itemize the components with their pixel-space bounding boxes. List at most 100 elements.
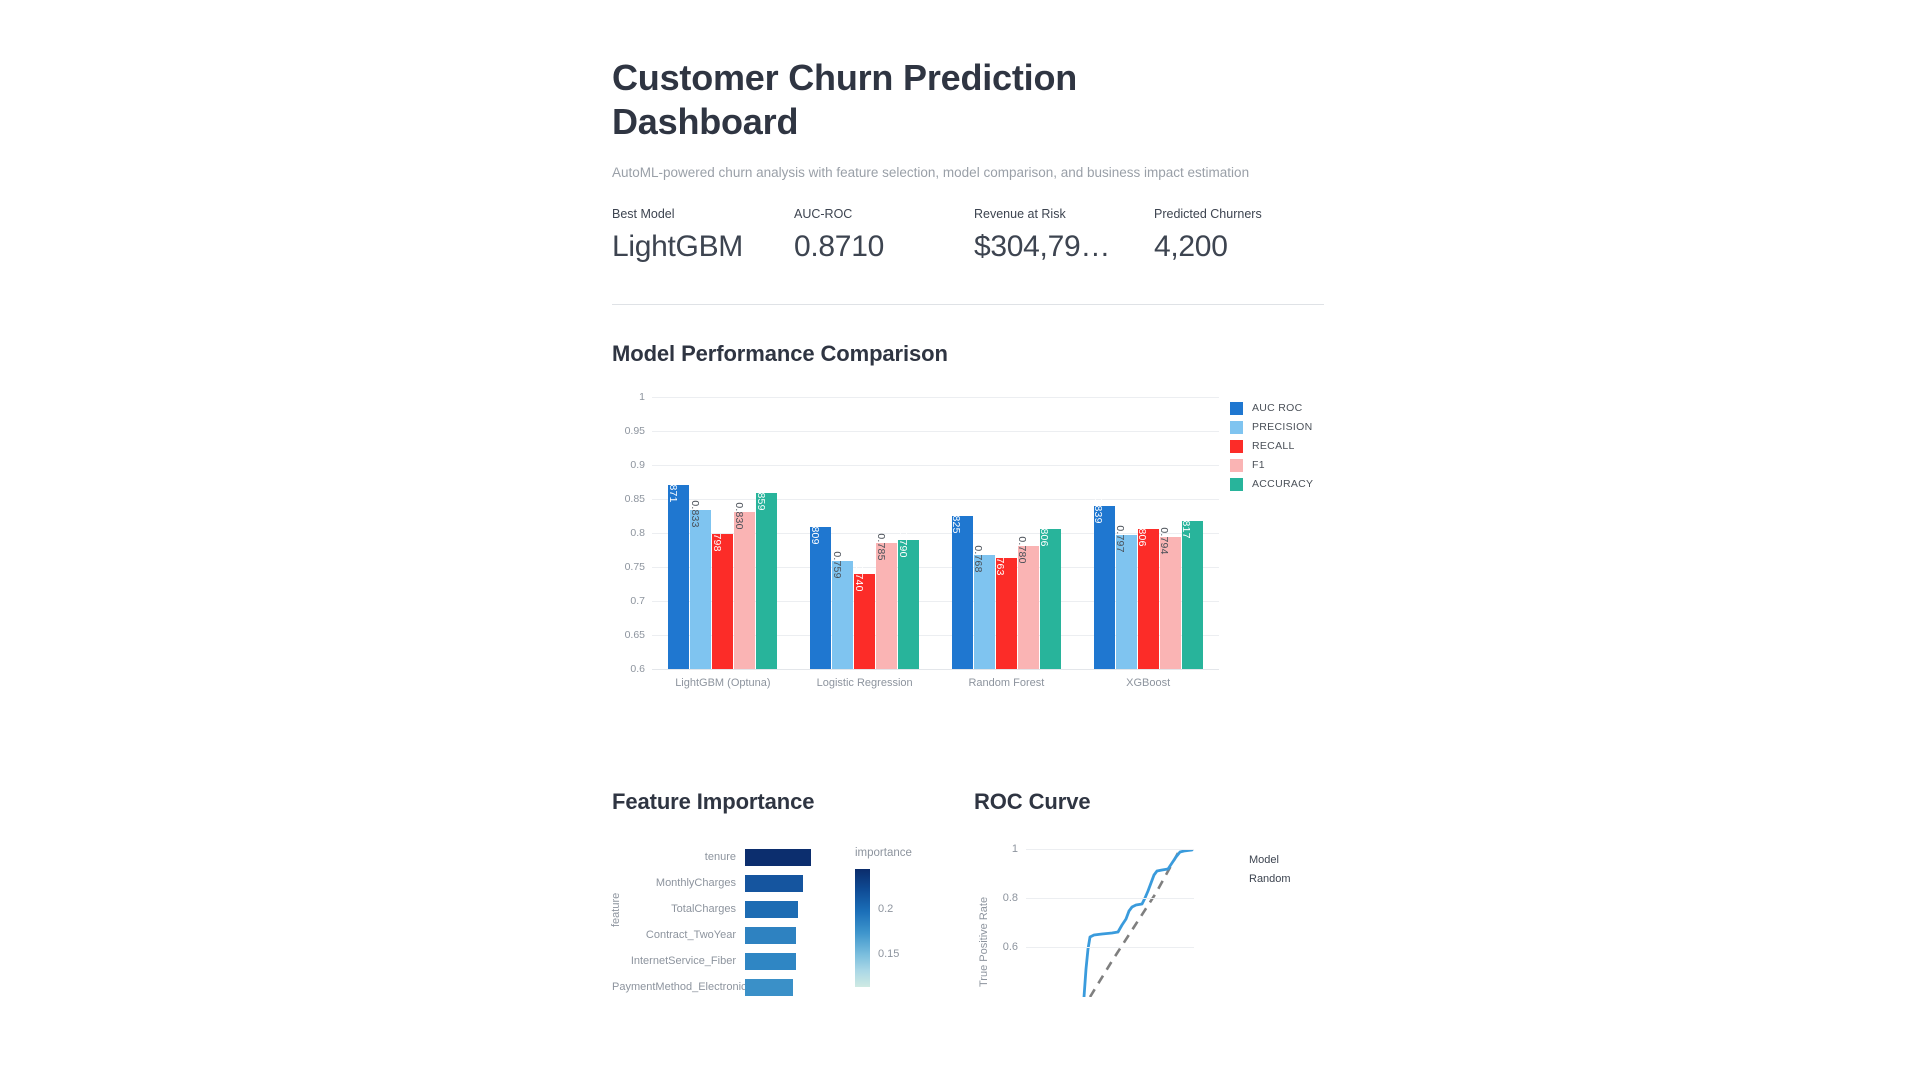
bar-value-label: 0.833 xyxy=(688,500,701,529)
roc-legend-item-random: Random xyxy=(1206,870,1291,889)
feature-importance-bar[interactable] xyxy=(745,848,811,866)
bar-x-tick: Random Forest xyxy=(968,676,1045,689)
bar-gridline xyxy=(652,634,1219,636)
bar[interactable]: 0.817 xyxy=(1180,512,1203,669)
metrics-row: Best Model LightGBM AUC-ROC 0.8710 Reven… xyxy=(612,180,1324,264)
roc-legend-label: Model xyxy=(1249,854,1279,867)
bar[interactable]: 0.785 xyxy=(875,533,898,669)
bar-gridline xyxy=(652,566,1219,568)
feature-importance-label: PaymentMethod_Electronic xyxy=(612,981,745,994)
page-title: Customer Churn Prediction Dashboard xyxy=(612,57,1078,142)
bar-gridline xyxy=(652,498,1219,500)
bar-y-tick: 0.75 xyxy=(624,560,645,573)
metric-value: 4,200 xyxy=(1154,229,1228,263)
bar-groups: 0.871 0.833 0.798 0.830 0.859 0.809 0.759 0.740… xyxy=(652,397,1219,669)
bar-value-label: 0.817 xyxy=(1180,511,1193,539)
feature-importance-chart: feature tenure MonthlyCharges TotalCharges… xyxy=(610,837,974,997)
feature-importance-bar[interactable] xyxy=(745,952,796,970)
section-title-model-performance: Model Performance Comparison xyxy=(612,340,948,366)
roc-legend-item-model: Model xyxy=(1206,851,1291,870)
colorbar-tick: 0.2 xyxy=(878,902,894,915)
bar-value-label: 0.871 xyxy=(666,474,679,503)
legend-label: ACCURACY xyxy=(1252,478,1314,491)
section-title-roc-curve: ROC Curve xyxy=(974,788,1091,814)
roc-gridline xyxy=(1026,946,1194,948)
roc-model-line xyxy=(1082,848,1194,997)
bar[interactable]: 0.871 xyxy=(667,475,690,669)
legend-item[interactable]: PRECISION xyxy=(1230,418,1313,437)
feature-importance-panel: Feature Importance feature tenure Monthly… xyxy=(610,753,974,997)
bar-gridline xyxy=(652,430,1219,432)
legend-swatch-icon xyxy=(1230,477,1243,491)
bar-x-axis-labels: LightGBM (Optuna) Logistic Regression Rand… xyxy=(652,677,1219,689)
page-subtitle: AutoML-powered churn analysis with featu… xyxy=(612,164,1250,180)
roc-curve-panel: ROC Curve True Positive Rate 1 0.8 0.6 xyxy=(974,753,1324,997)
roc-y-axis-label: True Positive Rate xyxy=(978,896,990,987)
bar-y-tick: 0.9 xyxy=(630,458,645,471)
bar[interactable]: 0.768 xyxy=(972,545,995,669)
dashboard-container: Customer Churn Prediction Dashboard Auto… xyxy=(610,0,1324,997)
bar[interactable]: 0.759 xyxy=(831,551,854,669)
bar-value-label: 0.797 xyxy=(1114,525,1127,553)
section-divider xyxy=(612,303,1324,305)
bar-gridline xyxy=(652,396,1219,398)
metric-predicted-churners: Predicted Churners 4,200 xyxy=(1154,207,1324,264)
bar-value-label: 0.780 xyxy=(1016,536,1029,565)
bar-value-label: 0.785 xyxy=(874,533,887,561)
bar-value-label: 0.740 xyxy=(852,563,865,592)
feature-importance-label: Contract_TwoYear xyxy=(645,929,736,942)
metric-auc-roc: AUC-ROC 0.8710 xyxy=(794,207,974,264)
bar[interactable]: 0.798 xyxy=(711,525,734,669)
bar-plot-area: 0.6 0.65 0.7 0.75 0.8 0.85 0.9 0.95 1 xyxy=(625,391,1219,675)
bar-group: 0.871 0.833 0.798 0.830 0.859 xyxy=(652,397,794,669)
bar-gridline xyxy=(652,600,1219,602)
feature-importance-bar[interactable] xyxy=(745,926,796,944)
bar-group: 0.825 0.768 0.763 0.780 0.806 xyxy=(936,397,1078,669)
metric-revenue-at-risk: Revenue at Risk $304,79… xyxy=(974,207,1154,264)
bar[interactable]: 0.839 xyxy=(1092,497,1115,669)
bar-value-label: 0.859 xyxy=(754,483,767,511)
feature-importance-bar[interactable] xyxy=(745,978,793,996)
bar[interactable]: 0.833 xyxy=(689,501,712,669)
feature-importance-bar[interactable] xyxy=(745,900,798,918)
feature-importance-label: tenure xyxy=(704,851,736,864)
metric-label: Revenue at Risk xyxy=(974,206,1066,221)
bar-value-label: 0.763 xyxy=(994,548,1007,576)
legend-item[interactable]: RECALL xyxy=(1230,437,1313,456)
bar[interactable]: 0.809 xyxy=(809,517,832,669)
bar[interactable]: 0.806 xyxy=(1136,519,1159,669)
bar[interactable]: 0.790 xyxy=(897,530,920,669)
roc-y-tick: 0.6 xyxy=(1002,940,1018,953)
bottom-panels: Feature Importance feature tenure Monthly… xyxy=(610,753,1324,997)
bar-y-tick: 1 xyxy=(639,390,645,403)
legend-label: PRECISION xyxy=(1252,421,1313,434)
metric-value: 0.8710 xyxy=(794,229,884,263)
bar[interactable]: 0.740 xyxy=(853,564,876,669)
legend-item[interactable]: F1 xyxy=(1230,456,1313,475)
roc-legend-label: Random xyxy=(1249,873,1291,886)
bar[interactable]: 0.794 xyxy=(1158,527,1181,669)
bar-y-tick: 0.95 xyxy=(624,424,645,437)
bar-y-tick: 0.6 xyxy=(630,662,645,675)
colorbar-title: importance xyxy=(855,846,912,859)
bar[interactable]: 0.830 xyxy=(733,503,756,669)
bar[interactable]: 0.859 xyxy=(755,483,778,669)
bar[interactable]: 0.780 xyxy=(1016,537,1039,669)
legend-item[interactable]: ACCURACY xyxy=(1230,475,1313,494)
bar[interactable]: 0.797 xyxy=(1114,525,1137,669)
feature-importance-bar[interactable] xyxy=(745,874,803,892)
bar-value-label: 0.806 xyxy=(1038,519,1051,547)
bar-y-tick: 0.65 xyxy=(624,628,645,641)
bar-value-label: 0.825 xyxy=(950,506,963,534)
bar-x-tick: XGBoost xyxy=(1126,676,1171,689)
feature-importance-label: MonthlyCharges xyxy=(655,877,736,890)
feature-importance-row: Contract_TwoYear xyxy=(612,926,842,944)
bar[interactable]: 0.825 xyxy=(950,506,973,669)
legend-label: F1 xyxy=(1252,459,1265,472)
bar[interactable]: 0.806 xyxy=(1038,519,1061,669)
bar-value-label: 0.830 xyxy=(732,502,745,531)
legend-item[interactable]: AUC ROC xyxy=(1230,399,1313,418)
model-performance-chart: 0.6 0.65 0.7 0.75 0.8 0.85 0.9 0.95 1 0.871 0.833… xyxy=(612,387,1324,717)
feature-importance-label: InternetService_Fiber xyxy=(630,955,736,968)
bar[interactable]: 0.763 xyxy=(994,548,1017,669)
